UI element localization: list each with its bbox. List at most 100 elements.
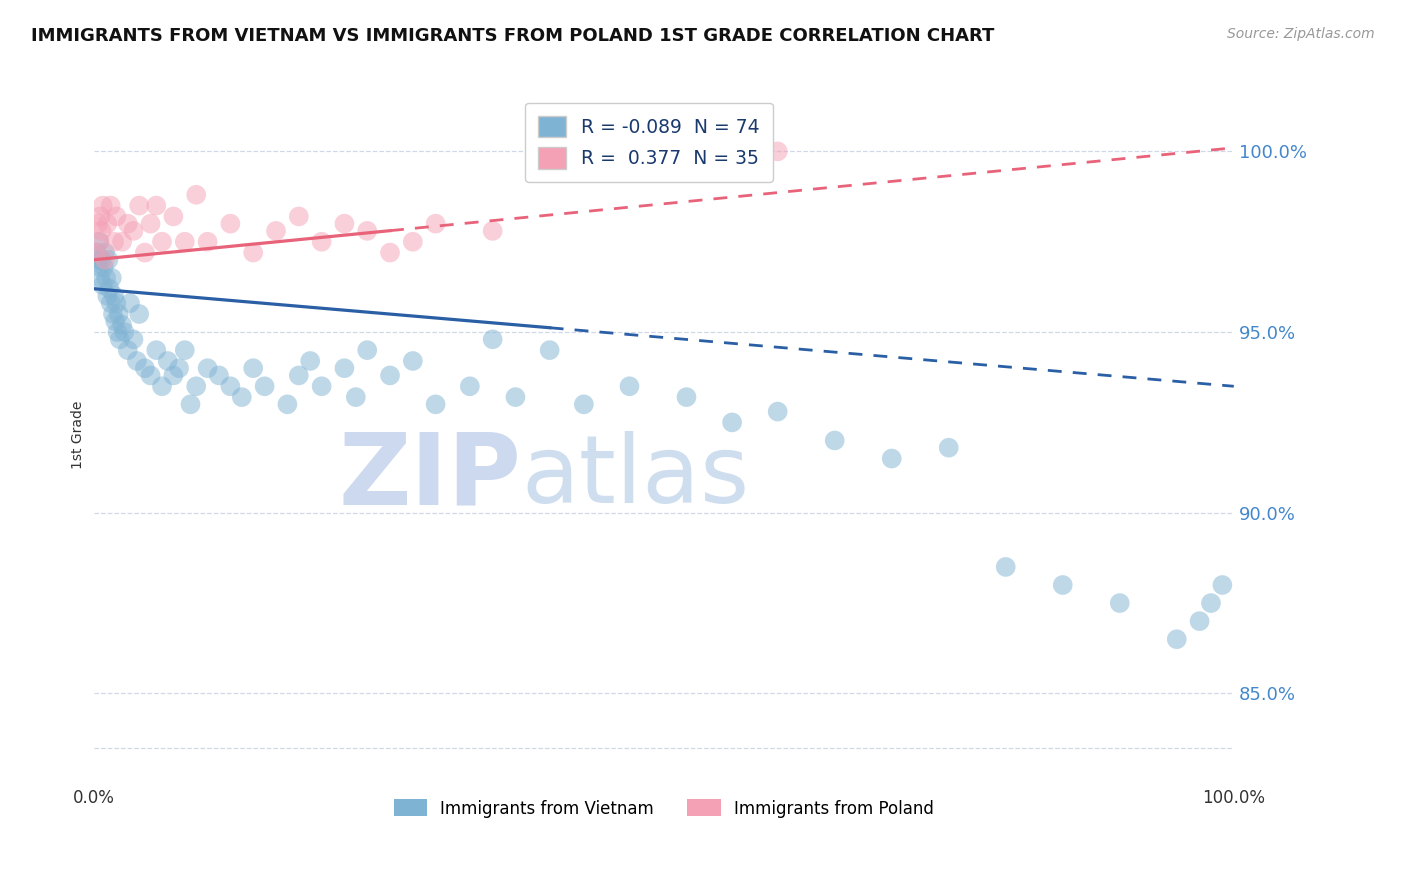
Point: [242, 361, 264, 376]
Text: atlas: atlas: [522, 431, 749, 523]
Point: [139, 217, 162, 231]
Point: [145, 343, 167, 358]
Point: [104, 314, 127, 328]
Point: [103, 235, 125, 249]
Point: [179, 397, 201, 411]
Text: Source: ZipAtlas.com: Source: ZipAtlas.com: [1227, 27, 1375, 41]
Point: [111, 318, 134, 332]
Point: [108, 332, 131, 346]
Point: [173, 343, 195, 358]
Point: [824, 434, 846, 448]
Point: [93, 260, 115, 274]
Point: [87, 217, 110, 231]
Point: [89, 271, 111, 285]
Point: [402, 354, 425, 368]
Point: [96, 217, 118, 231]
Point: [134, 245, 156, 260]
Point: [86, 245, 108, 260]
Point: [111, 235, 134, 249]
Point: [120, 296, 142, 310]
Point: [197, 235, 219, 249]
Point: [94, 245, 117, 260]
Point: [117, 343, 139, 358]
Point: [356, 224, 378, 238]
Point: [675, 390, 697, 404]
Point: [117, 217, 139, 231]
Point: [150, 235, 173, 249]
Point: [186, 379, 208, 393]
Point: [481, 224, 503, 238]
Point: [1166, 632, 1188, 647]
Point: [87, 252, 110, 267]
Y-axis label: 1st Grade: 1st Grade: [72, 401, 86, 469]
Legend: Immigrants from Vietnam, Immigrants from Poland: Immigrants from Vietnam, Immigrants from…: [387, 793, 941, 824]
Point: [112, 325, 135, 339]
Point: [91, 198, 114, 212]
Point: [89, 210, 111, 224]
Point: [100, 198, 122, 212]
Point: [264, 224, 287, 238]
Point: [1188, 614, 1211, 628]
Point: [197, 361, 219, 376]
Point: [481, 332, 503, 346]
Point: [86, 245, 108, 260]
Point: [105, 296, 128, 310]
Point: [89, 235, 111, 249]
Point: [1199, 596, 1222, 610]
Point: [219, 379, 242, 393]
Point: [94, 252, 117, 267]
Point: [288, 368, 311, 383]
Point: [90, 224, 112, 238]
Point: [276, 397, 298, 411]
Point: [538, 343, 561, 358]
Point: [101, 307, 124, 321]
Point: [378, 368, 401, 383]
Point: [311, 235, 333, 249]
Point: [90, 252, 112, 267]
Point: [721, 416, 744, 430]
Point: [89, 235, 111, 249]
Point: [167, 361, 190, 376]
Point: [505, 390, 527, 404]
Point: [619, 379, 641, 393]
Point: [107, 307, 129, 321]
Text: IMMIGRANTS FROM VIETNAM VS IMMIGRANTS FROM POLAND 1ST GRADE CORRELATION CHART: IMMIGRANTS FROM VIETNAM VS IMMIGRANTS FR…: [31, 27, 994, 45]
Point: [128, 198, 150, 212]
Point: [105, 210, 128, 224]
Point: [107, 325, 129, 339]
Point: [1108, 596, 1130, 610]
Point: [1211, 578, 1233, 592]
Point: [938, 441, 960, 455]
Point: [880, 451, 903, 466]
Point: [91, 278, 114, 293]
Point: [101, 271, 124, 285]
Point: [994, 560, 1017, 574]
Point: [1052, 578, 1074, 592]
Point: [766, 404, 789, 418]
Point: [89, 260, 111, 274]
Point: [208, 368, 231, 383]
Text: ZIP: ZIP: [339, 428, 522, 525]
Point: [333, 217, 356, 231]
Point: [145, 198, 167, 212]
Point: [96, 289, 118, 303]
Point: [97, 252, 120, 267]
Point: [572, 397, 595, 411]
Point: [98, 282, 121, 296]
Point: [122, 332, 145, 346]
Point: [122, 224, 145, 238]
Point: [100, 296, 122, 310]
Point: [162, 368, 184, 383]
Point: [103, 289, 125, 303]
Point: [766, 145, 789, 159]
Point: [425, 217, 447, 231]
Point: [242, 245, 264, 260]
Point: [125, 354, 148, 368]
Point: [139, 368, 162, 383]
Point: [458, 379, 481, 393]
Point: [150, 379, 173, 393]
Point: [253, 379, 276, 393]
Point: [311, 379, 333, 393]
Point: [186, 187, 208, 202]
Point: [378, 245, 401, 260]
